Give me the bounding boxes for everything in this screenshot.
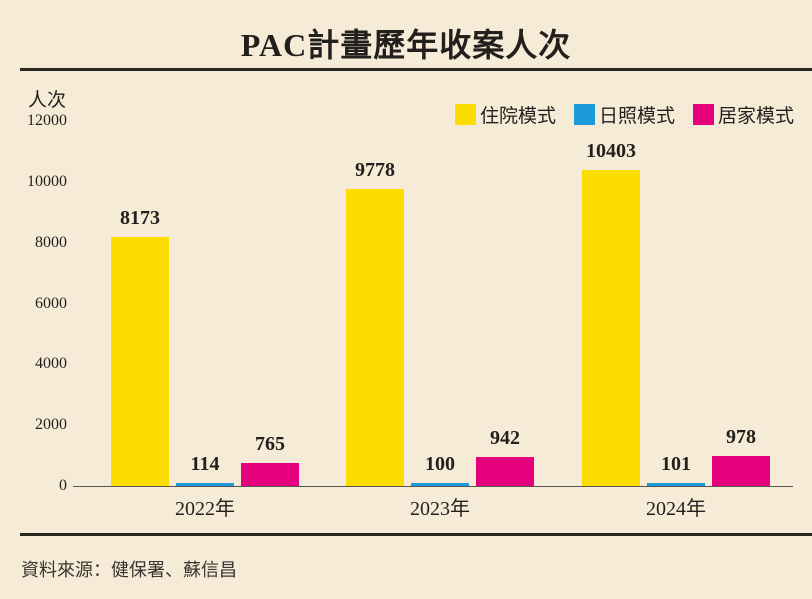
- data-label: 8173: [120, 207, 160, 230]
- x-category-label: 2023年: [410, 498, 470, 520]
- bar-daycare: [411, 482, 469, 486]
- x-axis-line: [73, 486, 793, 487]
- y-tick-label: 2000: [35, 416, 67, 434]
- y-axis-label: 人次: [28, 90, 67, 111]
- data-label: 978: [726, 426, 756, 449]
- data-label: 10403: [586, 139, 636, 162]
- source-note: 資料來源：健保署、蘇信昌: [21, 560, 237, 580]
- legend-label: 居家模式: [717, 106, 794, 127]
- bar-homecare: [241, 462, 299, 486]
- y-tick-label: 4000: [35, 355, 67, 373]
- y-tick-label: 6000: [35, 294, 67, 312]
- x-category-label: 2022年: [175, 498, 235, 520]
- legend-label: 日照模式: [598, 106, 675, 127]
- top-divider: [20, 68, 812, 71]
- bar-daycare: [176, 482, 234, 486]
- data-label: 114: [190, 452, 220, 475]
- y-tick-label: 12000: [27, 112, 67, 129]
- bar-daycare: [647, 482, 705, 486]
- bottom-divider: [20, 533, 812, 536]
- y-tick-label: 8000: [35, 233, 67, 251]
- data-label: 100: [425, 452, 455, 475]
- bar-inpatient: [111, 237, 169, 486]
- legend: 住院模式 日照模式 居家模式: [454, 101, 794, 128]
- bar-homecare: [712, 456, 770, 486]
- y-tick-label: 10000: [27, 172, 67, 190]
- legend-label: 住院模式: [479, 106, 556, 127]
- legend-swatch-inpatient: [454, 104, 476, 125]
- data-label: 765: [255, 432, 285, 455]
- y-tick-label: 0: [59, 477, 67, 494]
- legend-item-daycare: 日照模式: [573, 101, 675, 128]
- legend-swatch-homecare: [692, 104, 714, 125]
- data-label: 942: [490, 427, 520, 450]
- legend-item-homecare: 居家模式: [692, 101, 794, 128]
- bar-inpatient: [346, 188, 404, 486]
- bar-homecare: [476, 457, 534, 486]
- bar-inpatient: [582, 169, 640, 486]
- legend-item-inpatient: 住院模式: [454, 101, 556, 128]
- data-label: 9778: [355, 158, 395, 181]
- data-label: 101: [661, 452, 691, 475]
- chart-title: PAC計畫歷年收案人次: [240, 27, 572, 63]
- legend-swatch-daycare: [573, 104, 595, 125]
- x-category-label: 2024年: [646, 498, 706, 520]
